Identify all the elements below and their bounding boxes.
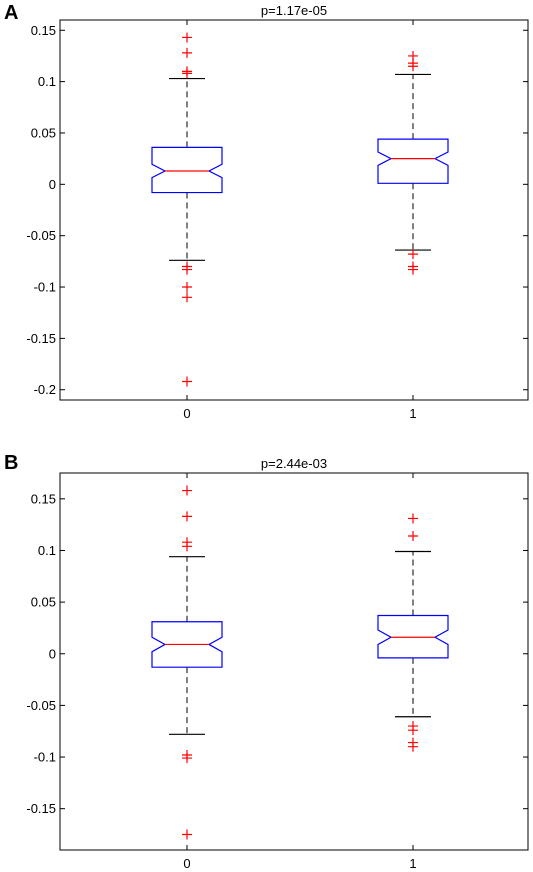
y-tick-label: 0.05 bbox=[31, 595, 56, 610]
outlier-marker bbox=[408, 531, 418, 542]
y-tick-label: 0 bbox=[49, 646, 56, 661]
notched-box bbox=[151, 621, 223, 668]
y-tick-label: 0.05 bbox=[31, 125, 56, 140]
outlier-marker bbox=[182, 47, 192, 58]
axes-frame bbox=[59, 19, 529, 401]
plot-panel-1: p=2.44e-03 -0.15 -0.1 -0.05 0 0.05 0.1 0.15 0 1 bbox=[26, 456, 529, 871]
x-tick-label: 0 bbox=[183, 856, 190, 871]
y-tick-label: -0.2 bbox=[34, 382, 56, 397]
panel-letter-b: B bbox=[4, 452, 19, 474]
panel-letter-a: A bbox=[4, 2, 19, 24]
outlier-marker bbox=[182, 485, 192, 496]
y-tick-label: -0.15 bbox=[26, 801, 56, 816]
x-tick-label: 1 bbox=[409, 856, 416, 871]
outlier-marker bbox=[182, 541, 192, 552]
plot-title: p=1.17e-05 bbox=[261, 3, 327, 18]
x-tick-label: 1 bbox=[409, 406, 416, 421]
plot-title: p=2.44e-03 bbox=[261, 456, 327, 471]
y-tick-label: -0.05 bbox=[26, 698, 56, 713]
axes-frame bbox=[59, 472, 529, 851]
y-tick-label: -0.1 bbox=[34, 280, 56, 295]
x-tick-label: 0 bbox=[183, 406, 190, 421]
outlier-marker bbox=[182, 511, 192, 522]
outlier-marker bbox=[182, 292, 192, 303]
outlier-marker bbox=[408, 725, 418, 736]
outlier-marker bbox=[408, 513, 418, 524]
y-tick-label: -0.15 bbox=[26, 331, 56, 346]
outlier-marker bbox=[408, 741, 418, 752]
outlier-marker bbox=[182, 68, 192, 79]
outlier-marker bbox=[182, 376, 192, 387]
outlier-marker bbox=[408, 264, 418, 275]
y-tick-label: 0 bbox=[49, 177, 56, 192]
outlier-marker bbox=[182, 829, 192, 840]
outlier-marker bbox=[182, 753, 192, 764]
plot-panel-0: p=1.17e-05 -0.2 -0.15 -0.1 -0.05 0 0.05 0.1 0.15… bbox=[26, 3, 529, 421]
y-tick-label: 0.1 bbox=[38, 543, 56, 558]
outlier-marker bbox=[182, 32, 192, 43]
y-tick-label: 0.15 bbox=[31, 491, 56, 506]
outlier-marker bbox=[408, 61, 418, 72]
notched-box bbox=[377, 614, 449, 659]
notched-box bbox=[151, 146, 223, 194]
y-tick-label: -0.05 bbox=[26, 228, 56, 243]
notched-box bbox=[377, 138, 449, 184]
outlier-marker bbox=[182, 282, 192, 293]
y-tick-label: 0.15 bbox=[31, 23, 56, 38]
outlier-marker bbox=[408, 249, 418, 260]
y-tick-label: 0.1 bbox=[38, 74, 56, 89]
y-tick-label: -0.1 bbox=[34, 750, 56, 765]
outlier-marker bbox=[182, 264, 192, 275]
